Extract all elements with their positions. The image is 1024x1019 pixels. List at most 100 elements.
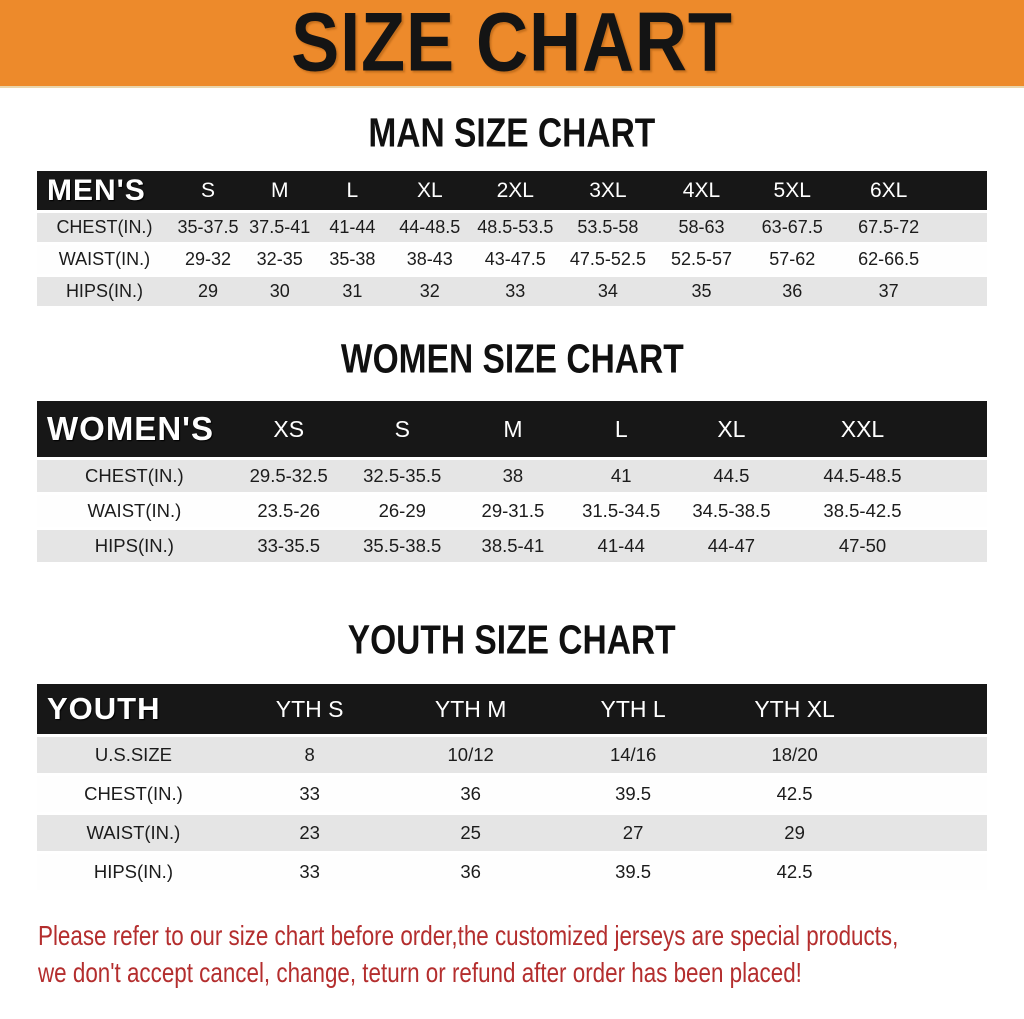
women-col-header: M (458, 401, 568, 457)
size-value: 33 (229, 776, 390, 812)
youth-size-chart-heading: YOUTH SIZE CHART (0, 617, 1024, 664)
men-chest-row: CHEST(IN.) 35-37.5 37.5-41 41-44 44-48.5… (37, 213, 987, 242)
size-value: 41-44 (567, 530, 676, 562)
size-value: 37.5-41 (244, 213, 316, 242)
size-value: 32.5-35.5 (345, 460, 459, 492)
size-value: 30 (244, 277, 316, 306)
size-value: 31.5-34.5 (567, 495, 676, 527)
men-hips-row: HIPS(IN.) 29 30 31 32 33 34 35 36 37 (37, 277, 987, 306)
men-col-header: 6XL (836, 171, 941, 210)
size-value: 43-47.5 (470, 245, 561, 274)
row-label: WAIST(IN.) (37, 815, 230, 851)
size-value: 33 (229, 854, 390, 890)
banner-title: SIZE CHART (291, 0, 733, 89)
row-label: CHEST(IN.) (37, 776, 230, 812)
youth-size-table: YOUTH YTH S YTH M YTH L YTH XL U.S.SIZE … (37, 681, 987, 893)
youth-group-label: YOUTH (37, 684, 230, 734)
size-value: 41 (567, 460, 676, 492)
size-value: 23.5-26 (231, 495, 346, 527)
row-label: HIPS(IN.) (37, 277, 172, 306)
size-value: 32 (389, 277, 471, 306)
spacer-cell (874, 776, 987, 812)
row-label: WAIST(IN.) (37, 495, 232, 527)
row-label: HIPS(IN.) (37, 854, 230, 890)
spacer-cell (940, 277, 987, 306)
women-col-header: XXL (787, 401, 938, 457)
women-col-header: XL (675, 401, 788, 457)
women-size-chart-heading-text: WOMEN SIZE CHART (340, 336, 684, 383)
spacer-cell (874, 854, 987, 890)
row-label: CHEST(IN.) (37, 460, 232, 492)
size-value: 34 (560, 277, 656, 306)
size-value: 34.5-38.5 (675, 495, 788, 527)
size-value: 29.5-32.5 (231, 460, 346, 492)
size-value: 35 (655, 277, 748, 306)
spacer-cell (874, 684, 987, 734)
men-col-header: 3XL (560, 171, 656, 210)
youth-waist-row: WAIST(IN.) 23 25 27 29 (37, 815, 987, 851)
size-value: 35-38 (315, 245, 390, 274)
size-value: 32-35 (244, 245, 316, 274)
row-label: U.S.SIZE (37, 737, 230, 773)
disclaimer-line-2: we don't accept cancel, change, teturn o… (38, 957, 802, 988)
women-size-chart-heading: WOMEN SIZE CHART (0, 336, 1024, 383)
men-col-header: M (244, 171, 316, 210)
man-size-chart-heading-text: MAN SIZE CHART (368, 110, 656, 157)
footer-disclaimer: Please refer to our size chart before or… (0, 917, 1024, 991)
spacer-cell (937, 460, 987, 492)
size-value: 67.5-72 (836, 213, 941, 242)
size-value: 38-43 (389, 245, 471, 274)
size-value: 33 (470, 277, 561, 306)
size-value: 36 (389, 854, 552, 890)
size-value: 48.5-53.5 (470, 213, 561, 242)
size-value: 58-63 (655, 213, 748, 242)
size-value: 10/12 (389, 737, 552, 773)
size-value: 52.5-57 (655, 245, 748, 274)
youth-col-header: YTH M (389, 684, 552, 734)
size-value: 42.5 (714, 776, 875, 812)
man-size-chart-heading: MAN SIZE CHART (0, 110, 1024, 157)
men-col-header: XL (389, 171, 471, 210)
youth-chest-row: CHEST(IN.) 33 36 39.5 42.5 (37, 776, 987, 812)
size-value: 29 (714, 815, 875, 851)
spacer-cell (874, 815, 987, 851)
size-value: 63-67.5 (747, 213, 837, 242)
row-label: CHEST(IN.) (37, 213, 172, 242)
spacer-cell (940, 245, 987, 274)
size-value: 37 (836, 277, 941, 306)
women-hips-row: HIPS(IN.) 33-35.5 35.5-38.5 38.5-41 41-4… (37, 530, 987, 562)
men-group-label: MEN'S (37, 171, 172, 210)
size-value: 14/16 (551, 737, 715, 773)
size-value: 44-47 (675, 530, 788, 562)
size-value: 41-44 (315, 213, 390, 242)
women-table-header-row: WOMEN'S XS S M L XL XXL (37, 401, 987, 457)
women-group-label: WOMEN'S (37, 401, 232, 457)
size-value: 38 (458, 460, 568, 492)
youth-table-header-row: YOUTH YTH S YTH M YTH L YTH XL (37, 684, 987, 734)
youth-col-header: YTH S (229, 684, 390, 734)
size-value: 29-31.5 (458, 495, 568, 527)
women-col-header: S (345, 401, 459, 457)
women-waist-row: WAIST(IN.) 23.5-26 26-29 29-31.5 31.5-34… (37, 495, 987, 527)
men-col-header: 4XL (655, 171, 748, 210)
size-value: 27 (551, 815, 715, 851)
youth-size-chart-heading-text: YOUTH SIZE CHART (348, 617, 676, 664)
size-value: 35-37.5 (171, 213, 245, 242)
spacer-cell (874, 737, 987, 773)
men-waist-row: WAIST(IN.) 29-32 32-35 35-38 38-43 43-47… (37, 245, 987, 274)
youth-col-header: YTH XL (714, 684, 875, 734)
size-value: 36 (389, 776, 552, 812)
size-value: 38.5-42.5 (787, 495, 938, 527)
men-table-header-row: MEN'S S M L XL 2XL 3XL 4XL 5XL 6XL (37, 171, 987, 210)
youth-hips-row: HIPS(IN.) 33 36 39.5 42.5 (37, 854, 987, 890)
men-col-header: L (315, 171, 390, 210)
size-value: 44-48.5 (389, 213, 471, 242)
size-value: 23 (229, 815, 390, 851)
spacer-cell (940, 213, 987, 242)
spacer-cell (937, 530, 987, 562)
size-value: 39.5 (551, 854, 715, 890)
women-chest-row: CHEST(IN.) 29.5-32.5 32.5-35.5 38 41 44.… (37, 460, 987, 492)
size-value: 44.5-48.5 (787, 460, 938, 492)
women-col-header: XS (231, 401, 346, 457)
size-value: 33-35.5 (231, 530, 346, 562)
